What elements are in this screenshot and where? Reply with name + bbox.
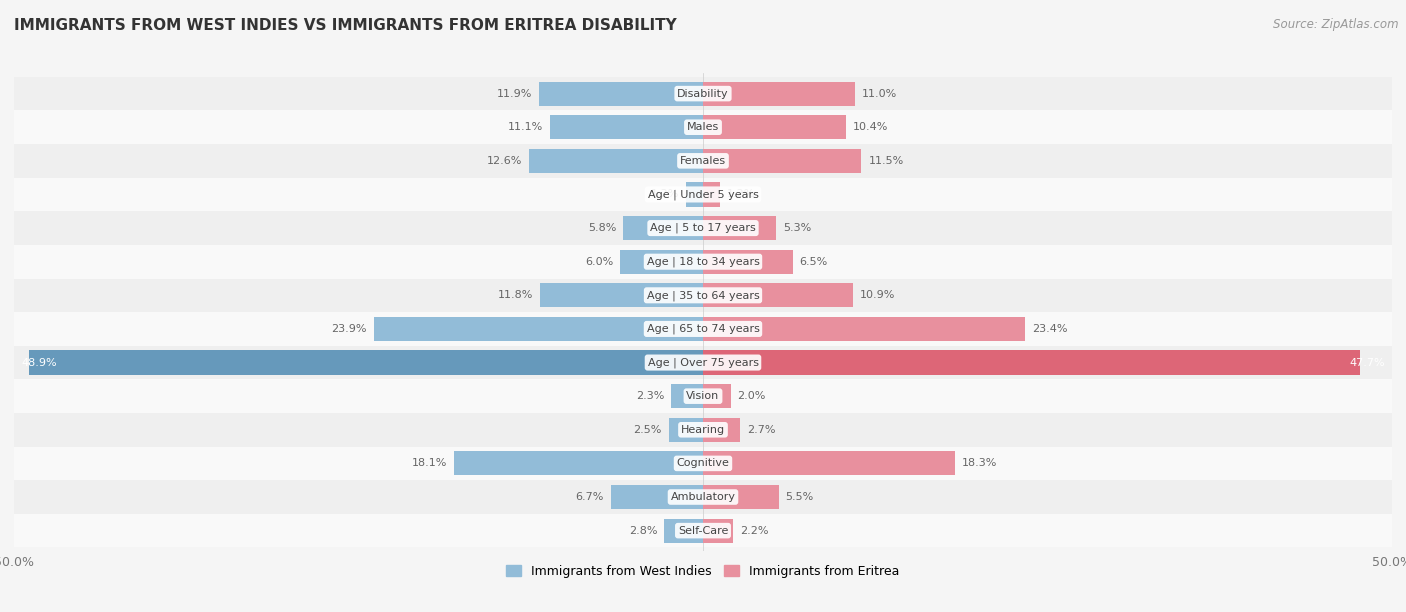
Text: 2.7%: 2.7% — [747, 425, 776, 435]
Bar — [703, 250, 793, 274]
Bar — [538, 81, 703, 106]
Bar — [14, 245, 1392, 278]
Bar — [14, 278, 1392, 312]
Bar — [540, 283, 703, 307]
Text: Males: Males — [688, 122, 718, 132]
Bar — [703, 351, 1360, 375]
Bar — [703, 283, 853, 307]
Text: 6.7%: 6.7% — [575, 492, 603, 502]
Bar — [703, 216, 776, 240]
Bar — [30, 351, 703, 375]
Bar — [703, 149, 862, 173]
Text: 12.6%: 12.6% — [486, 156, 523, 166]
Text: 2.5%: 2.5% — [633, 425, 662, 435]
Text: 2.8%: 2.8% — [628, 526, 658, 536]
Text: 10.9%: 10.9% — [860, 290, 896, 300]
Bar — [703, 182, 720, 207]
Text: Age | 65 to 74 years: Age | 65 to 74 years — [647, 324, 759, 334]
Text: 6.0%: 6.0% — [585, 256, 613, 267]
Text: Females: Females — [681, 156, 725, 166]
Text: 23.4%: 23.4% — [1032, 324, 1067, 334]
Text: 11.0%: 11.0% — [862, 89, 897, 99]
Bar — [665, 518, 703, 543]
Text: 1.2%: 1.2% — [651, 190, 679, 200]
Bar — [14, 514, 1392, 548]
Text: 18.3%: 18.3% — [962, 458, 997, 468]
Bar — [703, 81, 855, 106]
Bar — [14, 413, 1392, 447]
Bar — [454, 451, 703, 476]
Bar — [550, 115, 703, 140]
Text: 1.2%: 1.2% — [727, 190, 755, 200]
Text: 11.9%: 11.9% — [496, 89, 531, 99]
Text: 5.8%: 5.8% — [588, 223, 616, 233]
Text: 18.1%: 18.1% — [412, 458, 447, 468]
Text: Disability: Disability — [678, 89, 728, 99]
Text: 5.5%: 5.5% — [786, 492, 814, 502]
Bar — [703, 518, 734, 543]
Text: Age | 18 to 34 years: Age | 18 to 34 years — [647, 256, 759, 267]
Text: Vision: Vision — [686, 391, 720, 401]
Bar — [703, 417, 740, 442]
Bar — [14, 447, 1392, 480]
Bar — [14, 211, 1392, 245]
Bar — [14, 144, 1392, 177]
Bar — [14, 480, 1392, 514]
Text: Age | Under 5 years: Age | Under 5 years — [648, 189, 758, 200]
Bar — [14, 177, 1392, 211]
Bar — [530, 149, 703, 173]
Text: Age | 5 to 17 years: Age | 5 to 17 years — [650, 223, 756, 233]
Bar — [620, 250, 703, 274]
Bar — [14, 110, 1392, 144]
Bar — [14, 346, 1392, 379]
Bar — [374, 317, 703, 341]
Bar — [703, 115, 846, 140]
Bar — [14, 76, 1392, 110]
Text: Hearing: Hearing — [681, 425, 725, 435]
Bar — [669, 417, 703, 442]
Text: Age | 35 to 64 years: Age | 35 to 64 years — [647, 290, 759, 300]
Text: 2.3%: 2.3% — [636, 391, 665, 401]
Bar — [671, 384, 703, 408]
Text: 48.9%: 48.9% — [21, 357, 56, 368]
Bar — [686, 182, 703, 207]
Text: Age | Over 75 years: Age | Over 75 years — [648, 357, 758, 368]
Text: 23.9%: 23.9% — [332, 324, 367, 334]
Text: 2.2%: 2.2% — [740, 526, 769, 536]
Text: Source: ZipAtlas.com: Source: ZipAtlas.com — [1274, 18, 1399, 31]
Bar — [14, 312, 1392, 346]
Bar — [610, 485, 703, 509]
Text: 10.4%: 10.4% — [853, 122, 889, 132]
Text: 47.7%: 47.7% — [1350, 357, 1385, 368]
Legend: Immigrants from West Indies, Immigrants from Eritrea: Immigrants from West Indies, Immigrants … — [502, 560, 904, 583]
Text: Ambulatory: Ambulatory — [671, 492, 735, 502]
Bar — [623, 216, 703, 240]
Bar — [14, 379, 1392, 413]
Text: 5.3%: 5.3% — [783, 223, 811, 233]
Bar — [703, 451, 955, 476]
Text: 6.5%: 6.5% — [800, 256, 828, 267]
Text: IMMIGRANTS FROM WEST INDIES VS IMMIGRANTS FROM ERITREA DISABILITY: IMMIGRANTS FROM WEST INDIES VS IMMIGRANT… — [14, 18, 676, 34]
Text: 2.0%: 2.0% — [738, 391, 766, 401]
Text: 11.1%: 11.1% — [508, 122, 543, 132]
Text: 11.5%: 11.5% — [869, 156, 904, 166]
Text: 11.8%: 11.8% — [498, 290, 533, 300]
Text: Self-Care: Self-Care — [678, 526, 728, 536]
Bar — [703, 485, 779, 509]
Bar — [703, 384, 731, 408]
Bar — [703, 317, 1025, 341]
Text: Cognitive: Cognitive — [676, 458, 730, 468]
